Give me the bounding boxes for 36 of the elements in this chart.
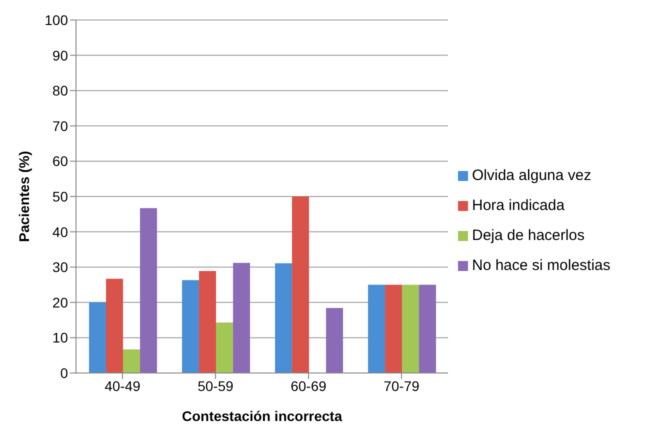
y-tick-label: 50 xyxy=(52,188,68,204)
x-tick-label: 60-69 xyxy=(290,378,327,394)
x-axis-title: Contestación incorrecta xyxy=(182,408,342,424)
bar xyxy=(275,263,292,373)
bar xyxy=(419,284,436,373)
x-tick-label: 50-59 xyxy=(198,378,234,394)
y-tick-label: 60 xyxy=(52,153,68,170)
y-tick-label: 70 xyxy=(52,118,68,134)
y-tick-label: 40 xyxy=(52,224,68,240)
legend-label: Hora indicada xyxy=(472,196,565,214)
y-axis-title: Pacientes (%) xyxy=(16,150,32,242)
bar xyxy=(402,284,420,373)
x-tick-label: 40-49 xyxy=(104,378,141,394)
bar xyxy=(140,208,158,373)
bar xyxy=(326,308,344,373)
y-tick-label: 80 xyxy=(52,82,68,99)
y-tick-label: 30 xyxy=(52,259,68,276)
y-tick-label: 100 xyxy=(44,12,68,28)
y-tick-label: 90 xyxy=(52,47,68,64)
bar xyxy=(233,262,250,373)
bar xyxy=(199,270,216,373)
y-tick-label: 10 xyxy=(52,330,68,346)
bar xyxy=(385,284,402,373)
y-tick-label: 20 xyxy=(52,294,68,310)
bar xyxy=(292,196,310,373)
y-tick-label: 0 xyxy=(60,364,68,381)
bar xyxy=(123,349,140,373)
bar xyxy=(89,302,106,373)
legend-label: Deja de hacerlos xyxy=(472,226,585,244)
legend-label: Olvida alguna vez xyxy=(472,166,592,184)
bar xyxy=(106,278,124,373)
legend-label: No hace si molestias xyxy=(472,256,610,274)
bar xyxy=(182,280,200,373)
x-tick-label: 70-79 xyxy=(384,378,420,394)
bar xyxy=(368,284,386,373)
bar xyxy=(216,322,234,373)
